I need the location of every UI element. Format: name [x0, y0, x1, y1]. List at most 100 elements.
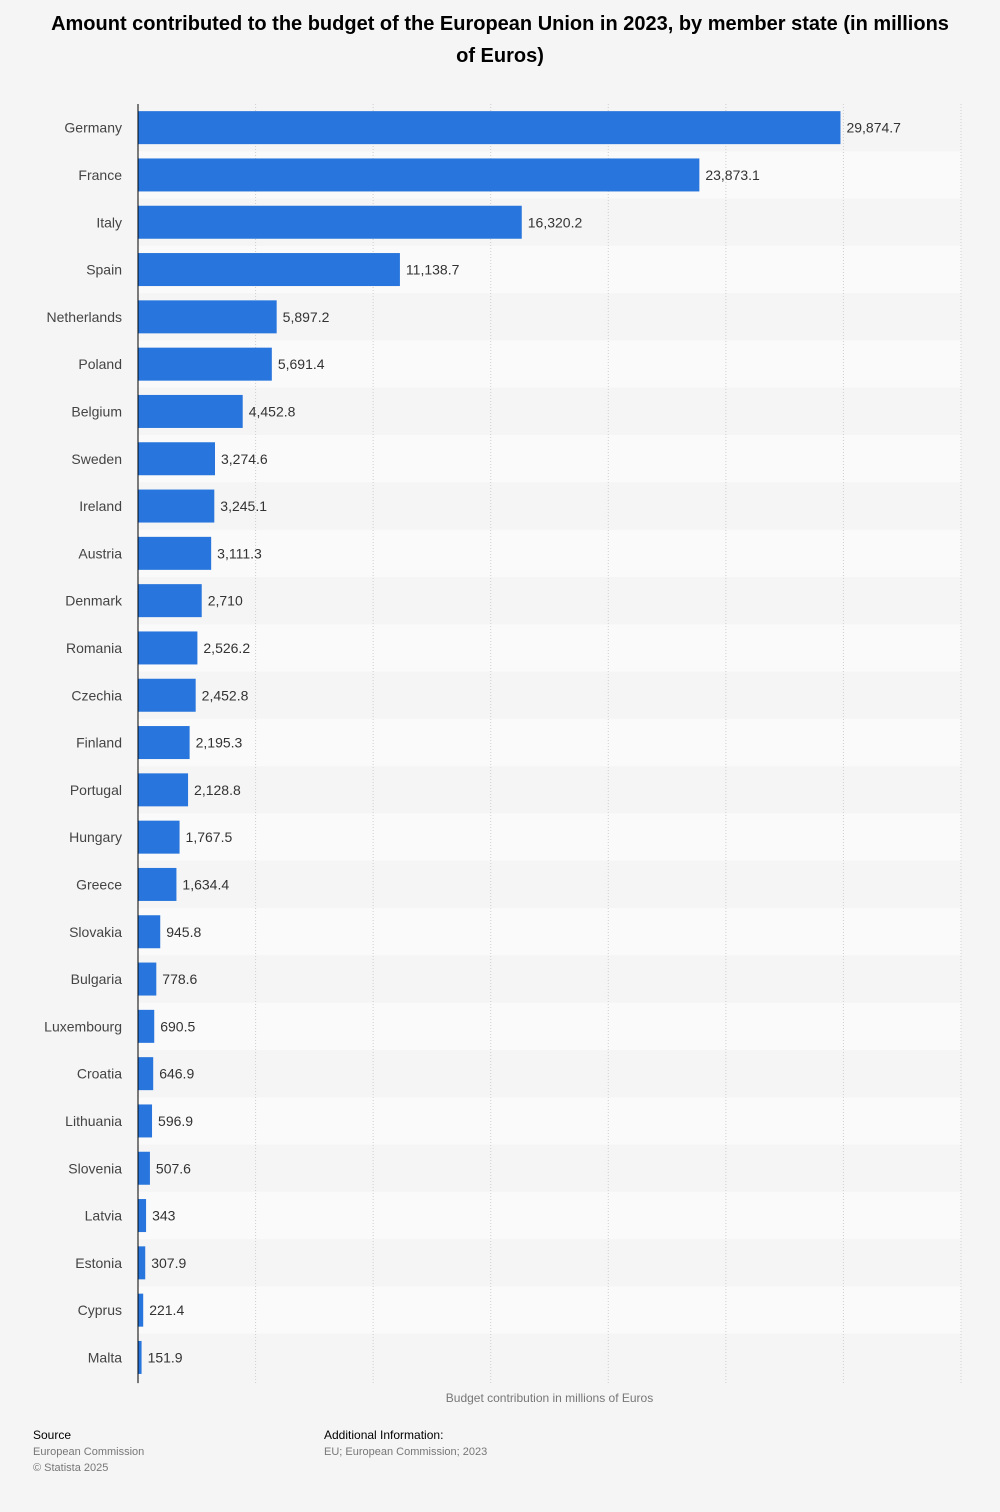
bar-germany[interactable] — [138, 111, 841, 145]
bar-portugal[interactable] — [138, 773, 189, 807]
bar-netherlands[interactable] — [138, 300, 277, 334]
value-label: 2,128.8 — [194, 782, 241, 798]
category-label: Croatia — [77, 1066, 122, 1082]
value-label: 4,452.8 — [249, 403, 296, 419]
value-label: 1,767.5 — [186, 829, 233, 845]
bars: Germany 29,874.7 France 23,873.1 Italy 16,320… — [44, 111, 901, 1374]
category-label: Romania — [66, 640, 122, 656]
value-label: 690.5 — [160, 1018, 195, 1034]
bar-greece[interactable] — [138, 867, 177, 901]
category-label: Luxembourg — [44, 1018, 122, 1034]
value-label: 2,526.2 — [203, 640, 250, 656]
category-label: France — [78, 167, 122, 183]
source-line-1[interactable]: European Commission — [33, 1446, 145, 1458]
category-label: Estonia — [75, 1255, 122, 1271]
bar-latvia[interactable] — [138, 1199, 147, 1233]
row-band — [138, 387, 961, 436]
bar-slovenia[interactable] — [138, 1151, 150, 1185]
bar-austria[interactable] — [138, 536, 212, 570]
category-label: Spain — [86, 262, 122, 278]
row-band — [138, 340, 961, 388]
value-label: 5,691.4 — [278, 356, 325, 372]
value-label: 343 — [152, 1208, 176, 1224]
value-label: 2,452.8 — [202, 687, 249, 703]
row-band — [138, 1191, 961, 1240]
value-label: 945.8 — [166, 924, 201, 940]
category-label: Lithuania — [65, 1113, 122, 1129]
category-label: Netherlands — [47, 309, 123, 325]
row-band — [138, 1050, 961, 1098]
row-band — [138, 1239, 961, 1287]
bar-cyprus[interactable] — [138, 1293, 144, 1327]
row-band — [138, 1144, 961, 1192]
value-label: 307.9 — [151, 1255, 186, 1271]
additional-info-heading: Additional Information: — [324, 1428, 444, 1442]
category-label: Hungary — [69, 829, 122, 845]
row-band — [138, 908, 961, 956]
category-label: Latvia — [85, 1208, 123, 1224]
additional-info-text: EU; European Commission; 2023 — [324, 1446, 488, 1458]
row-band — [138, 1333, 961, 1382]
bar-luxembourg[interactable] — [138, 1009, 155, 1043]
value-label: 151.9 — [148, 1349, 183, 1365]
bar-sweden[interactable] — [138, 442, 215, 476]
value-label: 1,634.4 — [182, 876, 229, 892]
row-band — [138, 718, 961, 767]
value-label: 221.4 — [149, 1302, 184, 1318]
row-band — [138, 1286, 961, 1334]
bar-estonia[interactable] — [138, 1246, 146, 1280]
category-label: Sweden — [71, 451, 122, 467]
bar-czechia[interactable] — [138, 678, 196, 712]
bar-finland[interactable] — [138, 726, 190, 760]
row-band — [138, 671, 961, 719]
row-band — [138, 1002, 961, 1050]
category-label: Slovenia — [68, 1160, 122, 1176]
category-label: Austria — [78, 545, 122, 561]
source-line-2: © Statista 2025 — [33, 1462, 109, 1474]
row-band — [138, 955, 961, 1003]
bar-slovakia[interactable] — [138, 915, 161, 949]
value-label: 2,710 — [208, 593, 243, 609]
bar-chart: Germany 29,874.7 France 23,873.1 Italy 16,320… — [44, 104, 962, 1405]
value-label: 646.9 — [159, 1066, 194, 1082]
bar-spain[interactable] — [138, 253, 400, 287]
bar-malta[interactable] — [138, 1340, 142, 1374]
bar-france[interactable] — [138, 158, 700, 192]
row-band — [138, 624, 961, 672]
bar-romania[interactable] — [138, 631, 198, 665]
category-label: Italy — [96, 214, 122, 230]
chart-title: Amount contributed to the budget of the … — [51, 13, 949, 67]
bar-lithuania[interactable] — [138, 1104, 153, 1138]
bar-croatia[interactable] — [138, 1057, 154, 1091]
row-band — [138, 860, 961, 909]
bar-denmark[interactable] — [138, 584, 202, 618]
value-label: 29,874.7 — [846, 120, 901, 136]
value-label: 2,195.3 — [196, 735, 243, 751]
category-label: Czechia — [71, 687, 122, 703]
category-label: Portugal — [70, 782, 122, 798]
category-label: Ireland — [79, 498, 122, 514]
bar-ireland[interactable] — [138, 489, 215, 523]
row-band — [138, 435, 961, 483]
category-label: Denmark — [65, 593, 123, 609]
category-label: Slovakia — [69, 924, 122, 940]
bar-belgium[interactable] — [138, 394, 243, 428]
source-heading: Source — [33, 1428, 72, 1442]
category-label: Malta — [88, 1349, 122, 1365]
row-band — [138, 813, 961, 861]
bar-bulgaria[interactable] — [138, 962, 157, 996]
bar-italy[interactable] — [138, 205, 522, 239]
category-label: Greece — [76, 876, 122, 892]
category-label: Poland — [78, 356, 122, 372]
value-label: 3,111.3 — [217, 545, 262, 561]
row-band — [138, 577, 961, 625]
value-label: 3,245.1 — [220, 498, 267, 514]
category-label: Cyprus — [78, 1302, 122, 1318]
bar-hungary[interactable] — [138, 820, 180, 854]
category-label: Belgium — [71, 403, 122, 419]
bar-poland[interactable] — [138, 347, 272, 381]
category-label: Bulgaria — [71, 971, 123, 987]
value-label: 11,138.7 — [406, 262, 460, 278]
category-label: Germany — [64, 120, 122, 136]
value-label: 3,274.6 — [221, 451, 268, 467]
